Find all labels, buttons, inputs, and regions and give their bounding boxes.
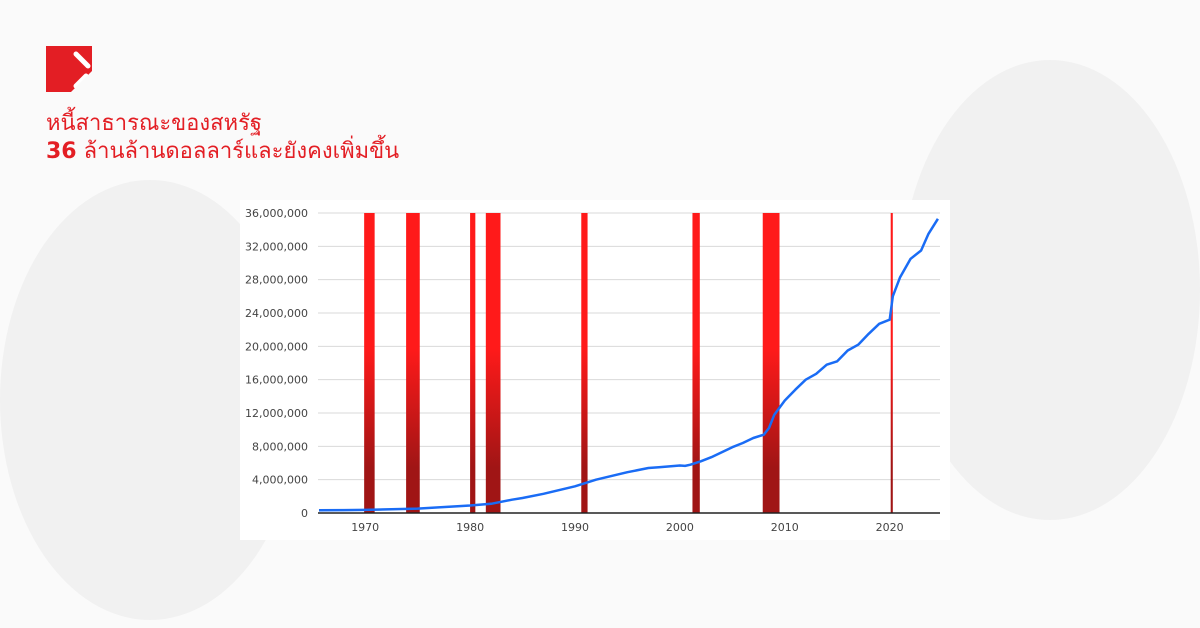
y-tick-label: 4,000,000 [252,474,308,487]
recession-band [890,213,893,513]
x-tick-label: 2010 [771,521,799,534]
x-tick-label: 1970 [351,521,379,534]
y-tick-label: 20,000,000 [245,340,308,353]
y-tick-label: 24,000,000 [245,307,308,320]
headline-text: ล้านล้านดอลลาร์และยังคงเพิ่มขึ้น [76,139,400,164]
y-tick-label: 28,000,000 [245,274,308,287]
recession-band [762,213,780,513]
headline-line-1: หนี้สาธารณะของสหรัฐ [46,111,263,136]
recession-band [581,213,588,513]
recession-band [470,213,476,513]
y-tick-label: 36,000,000 [245,207,308,220]
debt-line-chart: 0 4,000,000 8,000,000 12,000,000 16,000,000 2… [240,200,950,540]
y-tick-label: 12,000,000 [245,407,308,420]
recession-band [485,213,501,513]
background-shape [900,60,1200,520]
y-tick-label: 16,000,000 [245,374,308,387]
x-tick-label: 1980 [456,521,484,534]
headline-line-2: 36 ล้านล้านดอลลาร์และยังคงเพิ่มขึ้น [46,138,399,166]
y-tick-label: 8,000,000 [252,440,308,453]
recession-band [692,213,700,513]
debt-series-line [318,218,939,512]
y-tick-label: 32,000,000 [245,240,308,253]
brand-logo-icon [46,46,92,92]
y-tick-label: 0 [301,507,308,520]
x-tick-label: 1990 [561,521,589,534]
headline-number: 36 [46,139,77,164]
recession-band [406,213,420,513]
x-tick-label: 2020 [876,521,904,534]
x-tick-label: 2000 [666,521,694,534]
recession-band [364,213,375,513]
